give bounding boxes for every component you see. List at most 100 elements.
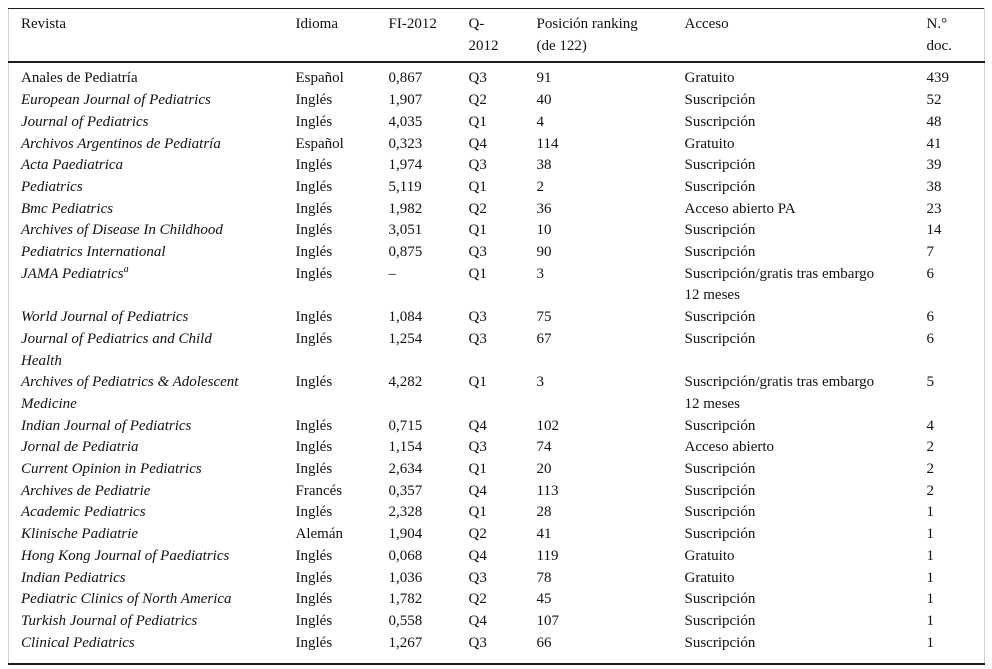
col-header-label-line2: doc. xyxy=(926,37,952,54)
cell-num-doc: 38 xyxy=(926,178,942,195)
cell-q-2012: Q1 xyxy=(468,504,487,521)
cell-fi-2012: 4,035 xyxy=(388,113,423,130)
cell-num-doc: 1 xyxy=(926,526,935,543)
journal-name-line2: Medicine xyxy=(21,395,77,412)
cell-num-doc: 6 xyxy=(926,309,935,326)
cell-idioma: Inglés xyxy=(295,374,333,391)
cell-revista: Jornal de Pediatria xyxy=(9,437,296,459)
cell-idioma: Español xyxy=(295,135,344,152)
cell-q-2012: Q1 xyxy=(468,178,487,195)
cell-fi-2012: 3,051 xyxy=(388,222,423,239)
cell-acceso: Gratuito xyxy=(685,134,927,156)
cell-revista: Bmc Pediatrics xyxy=(9,199,296,221)
cell-revista: Anales de Pediatría xyxy=(9,62,296,90)
cell-acceso: Gratuito xyxy=(685,546,927,568)
acceso-text: Gratuito xyxy=(684,569,735,586)
cell-q-2012: Q4 xyxy=(468,482,487,499)
cell-q-2012: Q3 xyxy=(468,157,487,174)
acceso-text: Suscripción xyxy=(684,591,756,608)
cell-posicion-ranking: 107 xyxy=(536,612,560,629)
acceso-text: Gratuito xyxy=(684,547,735,564)
cell-acceso: Gratuito xyxy=(685,62,927,90)
cell-revista: Current Opinion in Pediatrics xyxy=(9,459,296,481)
cell-posicion-ranking: 67 xyxy=(536,330,552,347)
journal-name: Clinical Pediatrics xyxy=(21,634,135,651)
cell-posicion-ranking: 66 xyxy=(536,634,552,651)
footnote-marker: a xyxy=(123,263,129,275)
journal-name: Archivos Argentinos de Pediatría xyxy=(21,135,221,152)
cell-fi-2012: 1,982 xyxy=(388,200,423,217)
cell-revista: JAMA Pediatricsa xyxy=(9,264,296,307)
table-row: World Journal of Pediatrics Inglés 1,084 Q3… xyxy=(9,307,985,329)
cell-fi-2012: – xyxy=(388,265,397,282)
col-header-posicion-ranking: Posición ranking (de 122) xyxy=(536,8,685,64)
cell-num-doc: 4 xyxy=(926,417,935,434)
cell-idioma: Inglés xyxy=(295,265,333,282)
cell-fi-2012: 4,282 xyxy=(388,374,423,391)
cell-revista: European Journal of Pediatrics xyxy=(9,90,296,112)
cell-acceso: Suscripción xyxy=(685,481,927,503)
cell-q-2012: Q3 xyxy=(468,244,487,261)
cell-q-2012: Q1 xyxy=(468,461,487,478)
acceso-text: Suscripción xyxy=(684,526,756,543)
cell-acceso: Suscripción xyxy=(685,459,927,481)
cell-fi-2012: 1,084 xyxy=(388,309,423,326)
cell-acceso: Acceso abierto PA xyxy=(685,199,927,221)
acceso-text: Suscripción xyxy=(684,244,756,261)
journal-name: Pediatrics International xyxy=(21,244,166,261)
cell-posicion-ranking: 40 xyxy=(536,92,552,109)
journal-name: Academic Pediatrics xyxy=(21,504,146,521)
cell-q-2012: Q2 xyxy=(468,200,487,217)
journal-name: Journal of Pediatrics xyxy=(21,113,149,130)
acceso-text: Suscripción xyxy=(684,504,756,521)
cell-idioma: Inglés xyxy=(295,547,333,564)
journal-name: JAMA Pediatrics xyxy=(21,265,124,282)
col-header-acceso: Acceso xyxy=(684,8,927,64)
table-row: Journal of Pediatrics Inglés 4,035 Q1 4 Suscr… xyxy=(9,112,985,134)
cell-revista: World Journal of Pediatrics xyxy=(9,307,296,329)
cell-revista: Clinical Pediatrics xyxy=(9,633,296,665)
cell-posicion-ranking: 91 xyxy=(536,70,552,87)
cell-q-2012: Q2 xyxy=(468,92,487,109)
cell-num-doc: 1 xyxy=(926,547,935,564)
cell-revista: Archivos Argentinos de Pediatría xyxy=(9,134,296,156)
cell-q-2012: Q3 xyxy=(468,309,487,326)
cell-acceso: Suscripción xyxy=(685,633,927,665)
cell-idioma: Inglés xyxy=(295,634,333,651)
cell-revista: Pediatrics xyxy=(9,177,296,199)
cell-fi-2012: 0,558 xyxy=(388,612,423,629)
acceso-text: Suscripción xyxy=(684,482,756,499)
acceso-text: Gratuito xyxy=(684,70,735,87)
acceso-text: Acceso abierto PA xyxy=(684,200,796,217)
table-row: Hong Kong Journal of Paediatrics Inglés 0,… xyxy=(9,546,985,568)
acceso-text: Suscripción/gratis tras embargo xyxy=(684,265,875,282)
cell-revista: Pediatric Clinics of North America xyxy=(9,589,296,611)
cell-posicion-ranking: 119 xyxy=(536,547,559,564)
table-row: Academic Pediatrics Inglés 2,328 Q1 28 Suscri… xyxy=(9,502,985,524)
cell-posicion-ranking: 4 xyxy=(536,113,545,130)
cell-idioma: Inglés xyxy=(295,591,333,608)
journal-name: Current Opinion in Pediatrics xyxy=(21,461,202,478)
cell-fi-2012: 1,036 xyxy=(388,569,423,586)
cell-acceso: Acceso abierto xyxy=(685,437,927,459)
cell-q-2012: Q2 xyxy=(468,526,487,543)
journal-name: Jornal de Pediatria xyxy=(21,439,139,456)
cell-revista: Acta Paediatrica xyxy=(9,155,296,177)
cell-num-doc: 1 xyxy=(926,591,935,608)
cell-fi-2012: 1,907 xyxy=(388,92,423,109)
cell-fi-2012: 0,323 xyxy=(388,135,423,152)
cell-num-doc: 439 xyxy=(926,70,950,87)
cell-acceso: Suscripción/gratis tras embargo 12 meses xyxy=(685,264,927,307)
cell-idioma: Inglés xyxy=(295,439,333,456)
col-header-label: N.° xyxy=(926,16,948,32)
cell-revista: Hong Kong Journal of Paediatrics xyxy=(9,546,296,568)
cell-fi-2012: 2,634 xyxy=(388,461,423,478)
cell-idioma: Inglés xyxy=(295,504,333,521)
cell-num-doc: 52 xyxy=(926,92,942,109)
cell-acceso: Suscripción xyxy=(685,90,927,112)
cell-q-2012: Q4 xyxy=(468,612,487,629)
cell-q-2012: Q3 xyxy=(468,330,487,347)
table-header: Revista Idioma FI-2012 Q- 2012 Posición … xyxy=(8,8,985,64)
cell-fi-2012: 1,267 xyxy=(388,634,423,651)
cell-revista: Indian Journal of Pediatrics xyxy=(9,416,296,438)
